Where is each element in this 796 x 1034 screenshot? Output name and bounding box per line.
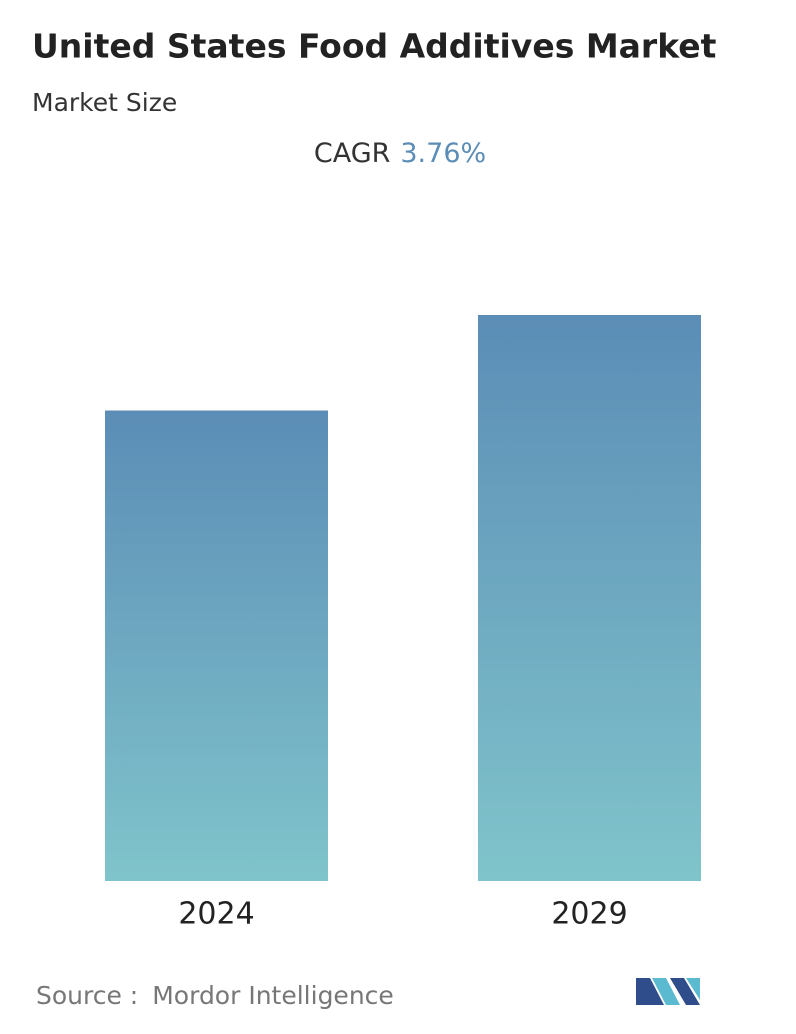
chart-subtitle: Market Size xyxy=(32,88,177,117)
source-name: Mordor Intelligence xyxy=(152,981,394,1010)
bar xyxy=(478,315,701,881)
cagr: CAGR 3.76% xyxy=(314,138,486,169)
logo xyxy=(636,978,700,1005)
cagr-label: CAGR xyxy=(314,138,391,169)
x-tick-label: 2029 xyxy=(551,897,627,932)
cagr-value: 3.76% xyxy=(400,138,486,169)
source: Source : Mordor Intelligence xyxy=(36,981,394,1010)
bar xyxy=(105,410,328,881)
chart-title: United States Food Additives Market xyxy=(32,27,717,66)
x-tick-label: 2024 xyxy=(178,897,254,932)
source-label: Source : xyxy=(36,981,138,1010)
